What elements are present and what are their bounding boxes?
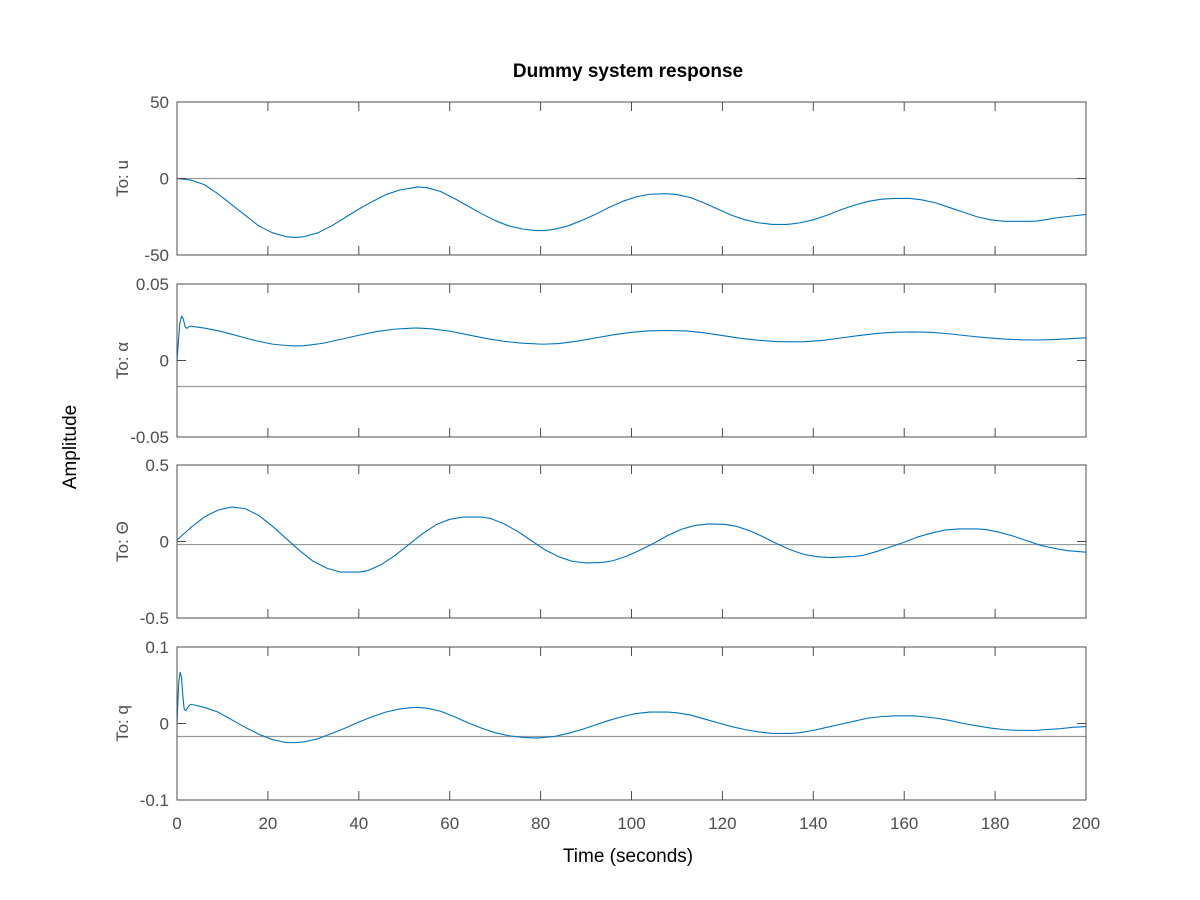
axes-box (176, 646, 1087, 801)
series-line (177, 315, 1086, 361)
y-tick-label: 0 (160, 170, 169, 189)
y-tick-label: -0.5 (140, 609, 169, 628)
y-tick-label: 0.1 (145, 638, 169, 657)
x-tick-label: 40 (349, 814, 368, 833)
series-line (177, 177, 1086, 238)
y-tick-label: -50 (144, 246, 169, 265)
chart-title: Dummy system response (513, 61, 743, 82)
y-tick-label: 0 (160, 533, 169, 552)
subplot-1: -50 0 50 To: u (113, 93, 1087, 265)
subplot-3: -0.5 0 0.5 To: Θ (113, 456, 1087, 628)
x-tick-label: 20 (258, 814, 277, 833)
x-axis-label: Time (seconds) (563, 846, 693, 867)
subplots: -50 0 50 To: u -0.05 0 0.05 To: α -0.5 0 0.5 To: Θ 0… (113, 93, 1100, 833)
subplot-y-label: To: q (113, 705, 132, 742)
y-tick-label: -0.1 (140, 791, 169, 810)
x-tick-label: 80 (531, 814, 550, 833)
subplot-2: -0.05 0 0.05 To: α (113, 275, 1087, 447)
y-tick-label: -0.05 (130, 428, 169, 447)
x-tick-label: 180 (981, 814, 1009, 833)
subplot-y-label: To: α (113, 342, 132, 379)
x-tick-label: 100 (617, 814, 645, 833)
y-tick-label: 0.5 (145, 456, 169, 475)
x-tick-label: 0 (172, 814, 181, 833)
y-tick-label: 50 (150, 93, 169, 112)
x-tick-label: 120 (708, 814, 736, 833)
y-tick-label: 0 (160, 352, 169, 371)
x-tick-label: 200 (1072, 814, 1100, 833)
x-tick-label: 160 (890, 814, 918, 833)
y-tick-label: 0 (160, 715, 169, 734)
subplot-y-label: To: Θ (113, 521, 132, 562)
x-tick-label: 60 (440, 814, 459, 833)
subplot-4: 0 20 40 60 80 100 120 140 160 180 200-0.100.1To: q (113, 638, 1100, 833)
series-line (177, 506, 1086, 573)
axes-box (176, 283, 1087, 438)
axes-box (176, 464, 1087, 619)
y-axis-label: Amplitude (60, 405, 81, 490)
y-tick-label: 0.05 (136, 275, 169, 294)
x-tick-label: 140 (799, 814, 827, 833)
subplot-y-label: To: u (113, 160, 132, 197)
series-line (177, 671, 1086, 744)
